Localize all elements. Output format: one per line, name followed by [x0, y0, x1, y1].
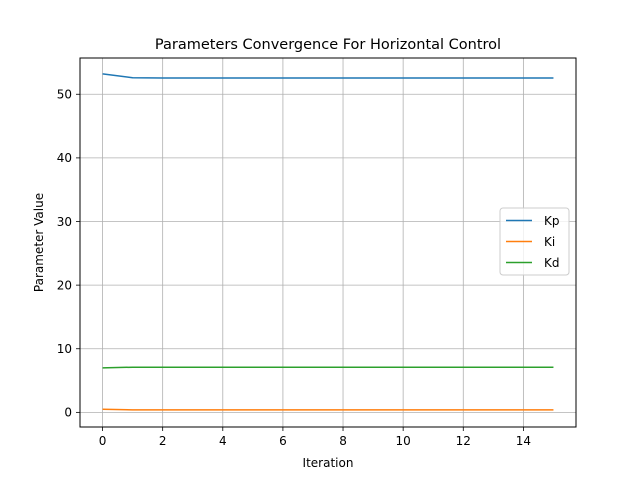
chart-title: Parameters Convergence For Horizontal Co…: [155, 37, 501, 53]
series-line-kd: [102, 366, 554, 369]
y-tick-label: 30: [57, 215, 72, 229]
plot-area-frame: [79, 57, 577, 428]
series-line-kp: [102, 73, 554, 79]
x-tick-label: 14: [516, 434, 531, 448]
x-tick-label: 12: [456, 434, 471, 448]
y-tick-label: 10: [57, 342, 72, 356]
x-tick-label: 4: [219, 434, 227, 448]
x-tick-label: 6: [279, 434, 287, 448]
x-tick-label: 8: [339, 434, 347, 448]
series-lines: [102, 73, 554, 411]
legend-box: [499, 207, 570, 276]
x-tick-label: 10: [396, 434, 411, 448]
axis-ticks: 0 2 4 6 8 10 12 14 0 10 20 30 40 50: [57, 88, 531, 448]
legend: Kp Ki Kd: [499, 207, 570, 276]
series-line-ki: [102, 408, 554, 411]
x-axis-label: Iteration: [303, 456, 354, 470]
y-tick-label: 50: [57, 88, 72, 102]
x-tick-label: 0: [99, 434, 107, 448]
y-axis-label: Parameter Value: [32, 193, 46, 292]
x-tick-label: 2: [159, 434, 167, 448]
y-tick-label: 20: [57, 278, 72, 292]
legend-label-kd: Kd: [544, 256, 560, 270]
y-tick-label: 0: [64, 406, 72, 420]
y-tick-label: 40: [57, 151, 72, 165]
legend-label-ki: Ki: [544, 235, 555, 249]
grid: [80, 58, 576, 427]
legend-entries: Kp Ki Kd: [506, 214, 560, 270]
legend-label-kp: Kp: [544, 214, 560, 228]
